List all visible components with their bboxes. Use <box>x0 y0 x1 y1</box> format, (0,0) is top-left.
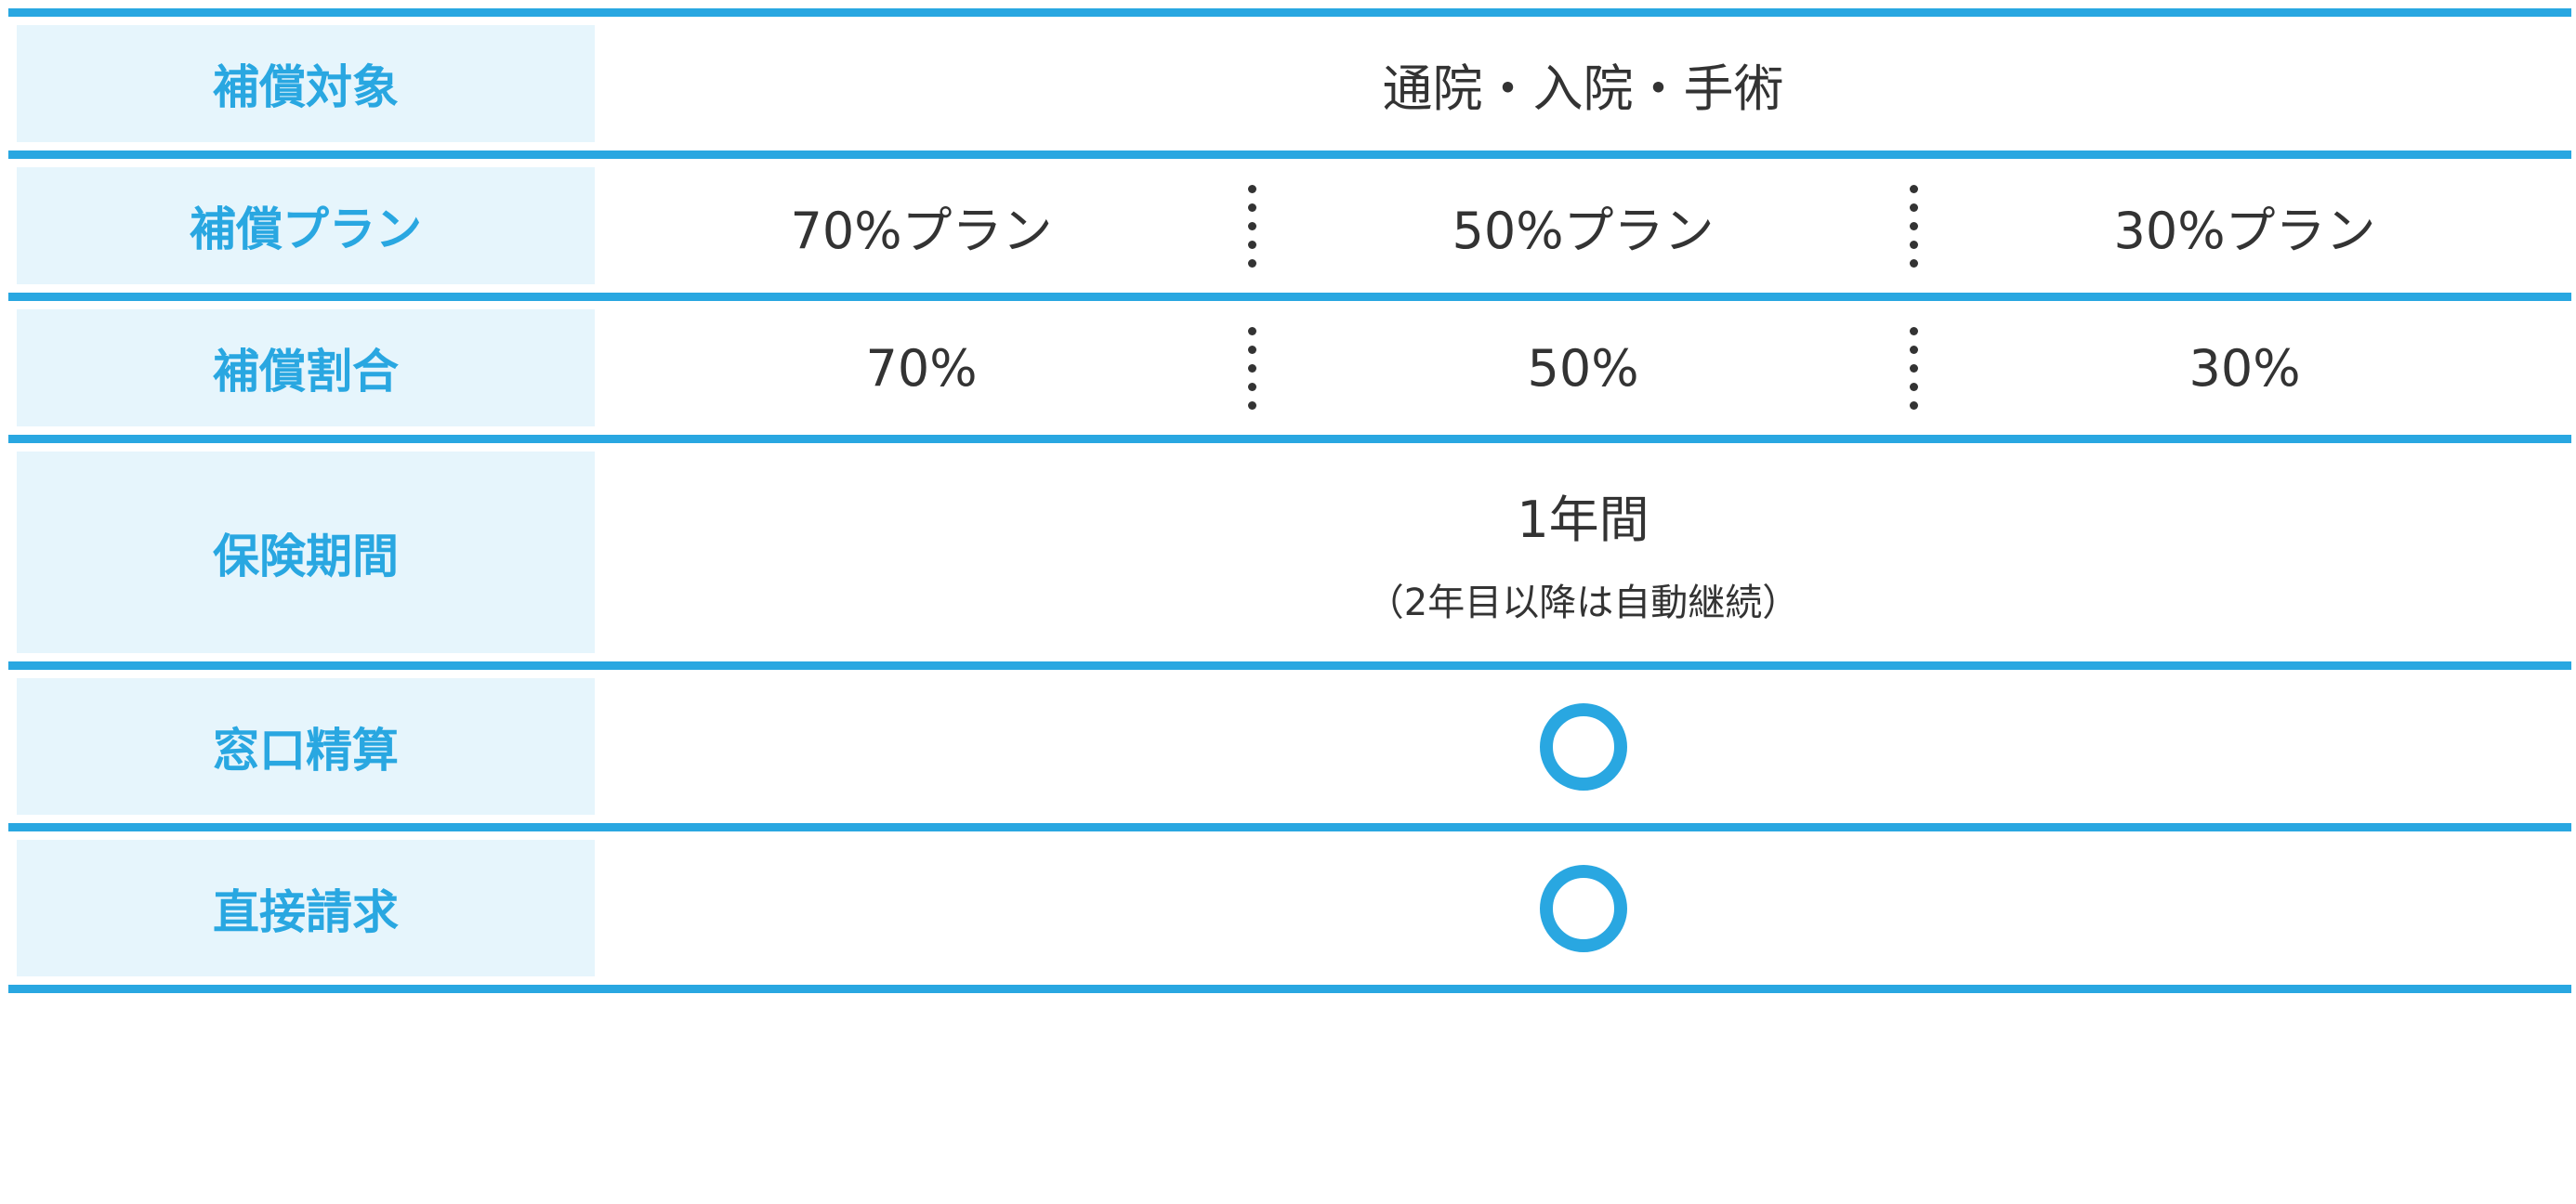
ratio-70: 70% <box>865 338 978 398</box>
coverage-table: 補償対象 通院・入院・手術 補償プラン 70%プラン 50%プラン 30%プラン… <box>8 8 2571 993</box>
row-label: 補償割合 <box>17 309 595 426</box>
dotted-separator <box>1910 184 1918 268</box>
circle-icon <box>1539 864 1627 952</box>
divider <box>8 661 2571 670</box>
divider <box>8 293 2571 301</box>
row-value: 通院・入院・手術 <box>1382 59 1784 118</box>
ratio-50: 50% <box>1527 338 1639 398</box>
period-value: 1年間 <box>1517 491 1649 549</box>
row-period: 保険期間 1年間 （2年目以降は自動継続） <box>8 443 2571 661</box>
circle-icon <box>1539 702 1627 791</box>
row-label: 保険期間 <box>17 452 595 653</box>
divider <box>8 985 2571 993</box>
ratio-30: 30% <box>2188 338 2301 398</box>
plan-30: 30%プラン <box>2113 201 2376 260</box>
row-plan: 補償プラン 70%プラン 50%プラン 30%プラン <box>8 159 2571 293</box>
row-direct-claim: 直接請求 <box>8 831 2571 985</box>
divider <box>8 435 2571 443</box>
period-note: （2年目以降は自動継続） <box>1366 582 1800 624</box>
dotted-separator <box>1248 326 1256 410</box>
row-label: 補償対象 <box>17 25 595 142</box>
row-label: 直接請求 <box>17 840 595 976</box>
plan-50: 50%プラン <box>1452 201 1715 260</box>
row-coverage-target: 補償対象 通院・入院・手術 <box>8 17 2571 150</box>
row-counter-settlement: 窓口精算 <box>8 670 2571 823</box>
plan-70: 70%プラン <box>790 201 1053 260</box>
divider <box>8 823 2571 831</box>
divider <box>8 150 2571 159</box>
dotted-separator <box>1248 184 1256 268</box>
row-label: 補償プラン <box>17 167 595 284</box>
divider <box>8 8 2571 17</box>
row-label: 窓口精算 <box>17 678 595 815</box>
row-ratio: 補償割合 70% 50% 30% <box>8 301 2571 435</box>
dotted-separator <box>1910 326 1918 410</box>
